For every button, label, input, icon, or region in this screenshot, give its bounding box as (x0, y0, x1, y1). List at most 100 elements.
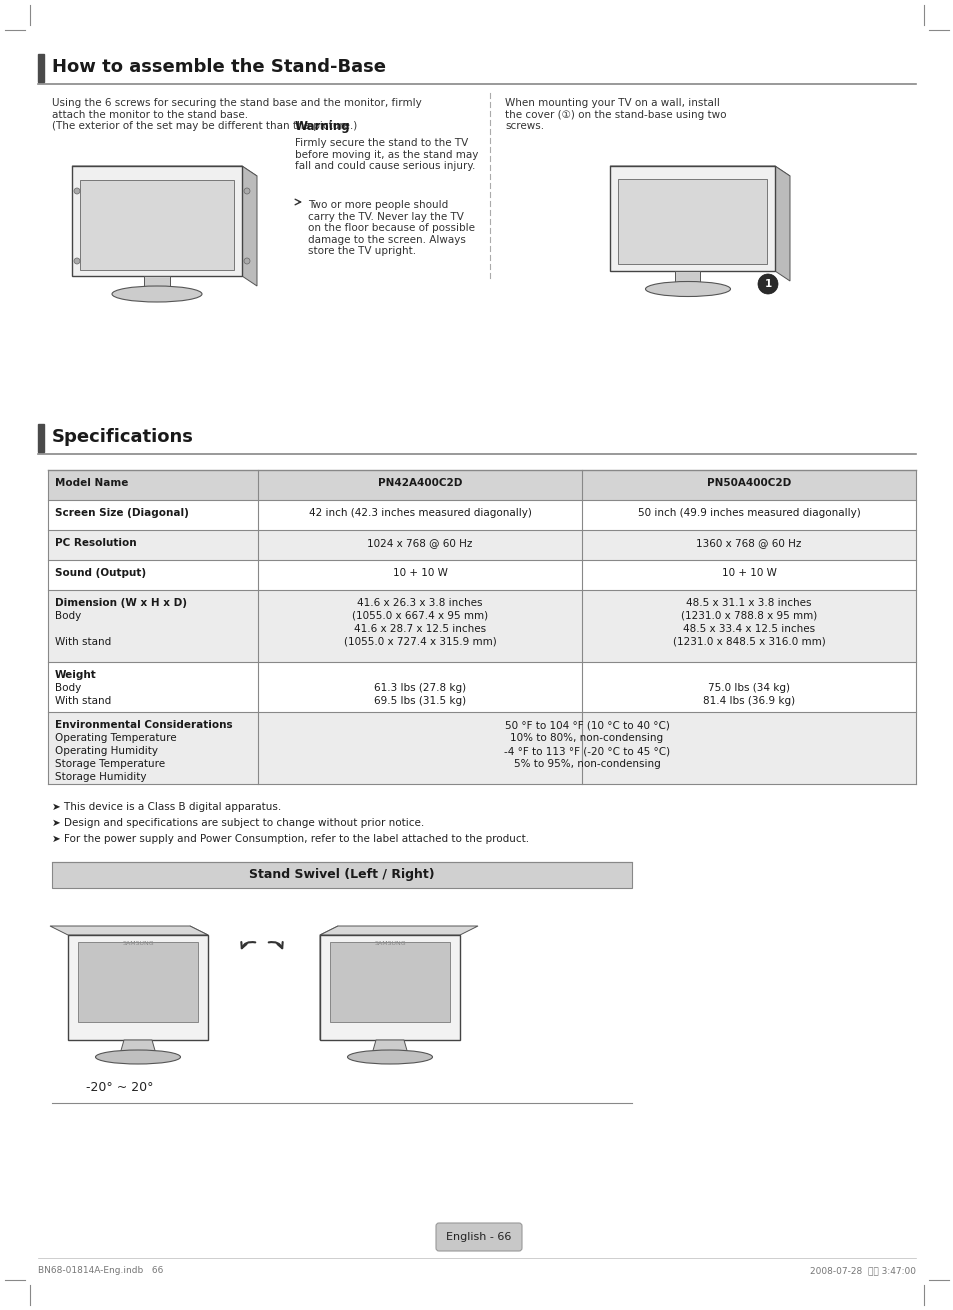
Text: Firmly secure the stand to the TV
before moving it, as the stand may
fall and co: Firmly secure the stand to the TV before… (294, 138, 477, 172)
Text: Body: Body (55, 610, 81, 621)
Text: Specifications: Specifications (52, 428, 193, 445)
Bar (52, 862, 631, 888)
Polygon shape (144, 276, 170, 291)
Ellipse shape (645, 282, 730, 296)
Ellipse shape (347, 1051, 432, 1064)
Text: ➤ Design and specifications are subject to change without prior notice.: ➤ Design and specifications are subject … (52, 817, 424, 828)
Text: PC Resolution: PC Resolution (55, 538, 136, 548)
Text: PN50A400C2D: PN50A400C2D (706, 478, 790, 489)
Text: With stand: With stand (55, 637, 112, 647)
Text: Storage Humidity: Storage Humidity (55, 772, 147, 782)
Text: (1231.0 x 788.8 x 95 mm): (1231.0 x 788.8 x 95 mm) (680, 610, 817, 621)
Text: 69.5 lbs (31.5 kg): 69.5 lbs (31.5 kg) (374, 696, 466, 706)
Bar (48, 470, 915, 500)
Text: 41.6 x 26.3 x 3.8 inches: 41.6 x 26.3 x 3.8 inches (356, 597, 482, 608)
Polygon shape (609, 166, 789, 176)
FancyBboxPatch shape (436, 1224, 521, 1251)
Bar (618, 179, 766, 265)
Ellipse shape (95, 1051, 180, 1064)
Polygon shape (319, 926, 477, 935)
Bar (48, 559, 915, 590)
Text: -20° ~ 20°: -20° ~ 20° (86, 1081, 153, 1094)
Bar (48, 662, 915, 713)
Text: Environmental Considerations: Environmental Considerations (55, 721, 233, 730)
Text: Model Name: Model Name (55, 478, 129, 489)
Bar (38, 54, 44, 83)
Text: 61.3 lbs (27.8 kg): 61.3 lbs (27.8 kg) (374, 683, 466, 693)
Bar (330, 942, 450, 1022)
Text: Weight: Weight (55, 669, 96, 680)
Text: 10% to 80%, non-condensing: 10% to 80%, non-condensing (510, 734, 663, 743)
Polygon shape (190, 926, 208, 1040)
Bar (48, 590, 915, 662)
Text: (1055.0 x 667.4 x 95 mm): (1055.0 x 667.4 x 95 mm) (352, 610, 488, 621)
Text: 50 inch (49.9 inches measured diagonally): 50 inch (49.9 inches measured diagonally… (637, 508, 860, 517)
Polygon shape (50, 926, 208, 935)
Bar (38, 424, 44, 452)
Text: 41.6 x 28.7 x 12.5 inches: 41.6 x 28.7 x 12.5 inches (354, 624, 485, 634)
Text: 10 + 10 W: 10 + 10 W (720, 569, 776, 578)
Polygon shape (372, 1040, 408, 1055)
Text: 1: 1 (763, 279, 771, 290)
Circle shape (758, 274, 778, 293)
Bar (52, 888, 631, 1103)
Ellipse shape (112, 286, 202, 303)
Bar (319, 935, 459, 1040)
Text: BN68-01814A-Eng.indb   66: BN68-01814A-Eng.indb 66 (38, 1265, 163, 1275)
Text: Sound (Output): Sound (Output) (55, 569, 146, 578)
Text: 48.5 x 33.4 x 12.5 inches: 48.5 x 33.4 x 12.5 inches (682, 624, 814, 634)
Circle shape (244, 258, 250, 265)
Polygon shape (774, 166, 789, 282)
Text: Body: Body (55, 683, 81, 693)
Text: Screen Size (Diagonal): Screen Size (Diagonal) (55, 508, 189, 517)
Polygon shape (242, 166, 256, 286)
Text: 5% to 95%, non-condensing: 5% to 95%, non-condensing (513, 758, 659, 769)
Text: -4 °F to 113 °F (-20 °C to 45 °C): -4 °F to 113 °F (-20 °C to 45 °C) (503, 745, 669, 756)
Text: How to assemble the Stand-Base: How to assemble the Stand-Base (52, 58, 386, 76)
Text: SAMSUNG: SAMSUNG (655, 217, 690, 224)
Text: ➤ For the power supply and Power Consumption, refer to the label attached to the: ➤ For the power supply and Power Consump… (52, 834, 529, 844)
Text: Dimension (W x H x D): Dimension (W x H x D) (55, 597, 187, 608)
Text: Storage Temperature: Storage Temperature (55, 758, 165, 769)
Polygon shape (319, 926, 337, 1040)
Text: 2008-07-28  오후 3:47:00: 2008-07-28 오후 3:47:00 (809, 1265, 915, 1275)
Text: 1024 x 768 @ 60 Hz: 1024 x 768 @ 60 Hz (367, 538, 472, 548)
Text: (1231.0 x 848.5 x 316.0 mm): (1231.0 x 848.5 x 316.0 mm) (672, 637, 824, 647)
Text: Operating Humidity: Operating Humidity (55, 745, 158, 756)
Bar (609, 166, 774, 271)
Polygon shape (675, 271, 700, 286)
Text: 50 °F to 104 °F (10 °C to 40 °C): 50 °F to 104 °F (10 °C to 40 °C) (504, 721, 669, 730)
Text: 10 + 10 W: 10 + 10 W (392, 569, 447, 578)
Circle shape (244, 189, 250, 194)
Bar (48, 500, 915, 531)
Circle shape (74, 258, 80, 265)
Bar (48, 531, 915, 559)
Text: 48.5 x 31.1 x 3.8 inches: 48.5 x 31.1 x 3.8 inches (685, 597, 811, 608)
Bar (78, 942, 198, 1022)
Polygon shape (71, 166, 256, 176)
Text: Two or more people should
carry the TV. Never lay the TV
on the floor because of: Two or more people should carry the TV. … (308, 200, 475, 257)
Text: Warning: Warning (294, 121, 351, 134)
Text: English - 66: English - 66 (446, 1231, 511, 1242)
Text: Stand Swivel (Left / Right): Stand Swivel (Left / Right) (249, 869, 435, 882)
Text: 81.4 lbs (36.9 kg): 81.4 lbs (36.9 kg) (702, 696, 794, 706)
Polygon shape (120, 1040, 156, 1055)
Text: SAMSUNG: SAMSUNG (374, 941, 405, 946)
Text: ➤ This device is a Class B digital apparatus.: ➤ This device is a Class B digital appar… (52, 802, 281, 812)
Text: PN42A400C2D: PN42A400C2D (377, 478, 461, 489)
Text: Using the 6 screws for securing the stand base and the monitor, firmly
attach th: Using the 6 screws for securing the stan… (52, 98, 421, 131)
Text: When mounting your TV on a wall, install
the cover (①) on the stand-base using t: When mounting your TV on a wall, install… (504, 98, 726, 131)
Bar (68, 935, 208, 1040)
Bar (71, 166, 242, 276)
Text: With stand: With stand (55, 696, 112, 706)
Text: Operating Temperature: Operating Temperature (55, 734, 176, 743)
Text: 1360 x 768 @ 60 Hz: 1360 x 768 @ 60 Hz (696, 538, 801, 548)
Text: 75.0 lbs (34 kg): 75.0 lbs (34 kg) (707, 683, 789, 693)
Text: SAMSUNG: SAMSUNG (122, 941, 153, 946)
Circle shape (74, 189, 80, 194)
Text: (1055.0 x 727.4 x 315.9 mm): (1055.0 x 727.4 x 315.9 mm) (343, 637, 496, 647)
Bar (80, 179, 233, 270)
Text: 42 inch (42.3 inches measured diagonally): 42 inch (42.3 inches measured diagonally… (308, 508, 531, 517)
Text: SAMSUNG: SAMSUNG (122, 217, 157, 224)
Bar (48, 713, 915, 783)
